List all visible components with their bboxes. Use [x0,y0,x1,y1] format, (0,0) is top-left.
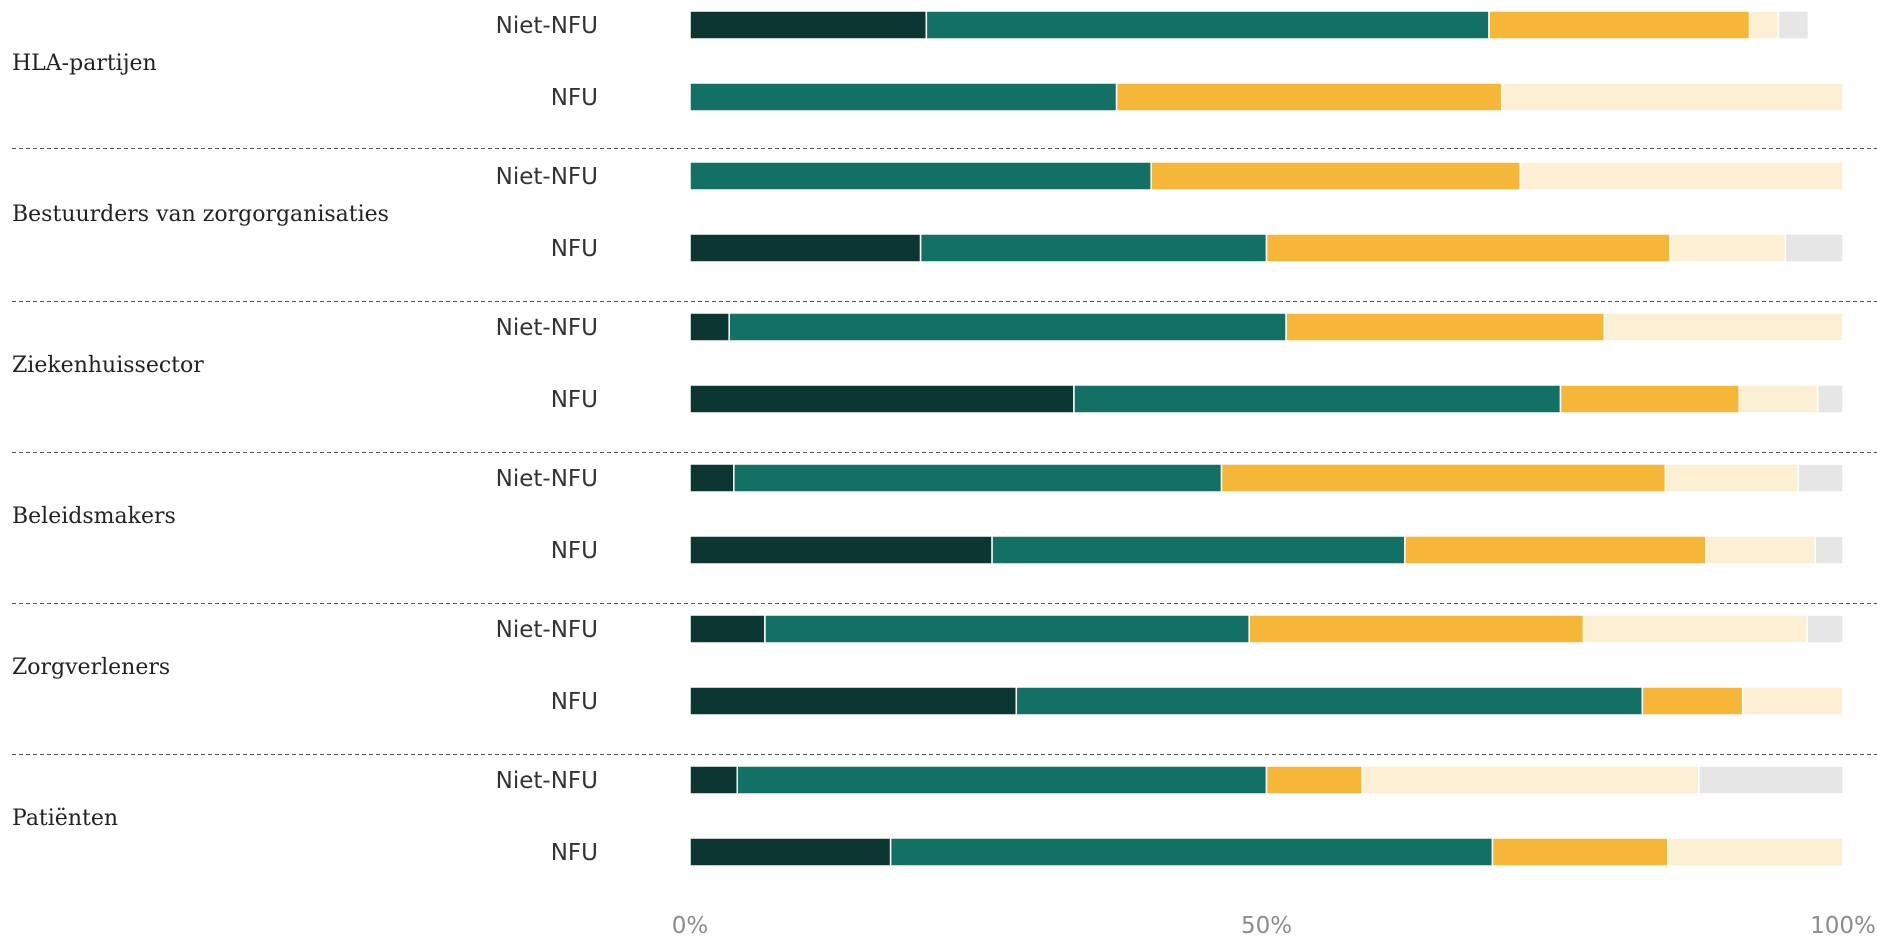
bar-segment [1777,10,1810,40]
bar-segment [1220,463,1667,493]
row-label: Niet-NFU [496,13,598,39]
bar-segment [925,10,1490,40]
row-label: Niet-NFU [496,466,598,492]
bar-segment [1669,233,1787,263]
bar-segment [689,384,1075,414]
bar-segment [1582,614,1809,644]
bar-segment [1491,837,1669,867]
bar-segment [1814,535,1844,565]
row-label: Niet-NFU [496,617,598,643]
bar-segment [1664,463,1799,493]
bar-segment [1738,384,1819,414]
bar-segment [1073,384,1562,414]
bar-segment [1500,82,1844,112]
bar-segment [689,312,730,342]
bar-segment [1806,614,1844,644]
bar-segment [889,837,1494,867]
bar-segment [919,233,1268,263]
bar-segment [1265,765,1363,795]
bar-segment [689,10,928,40]
bar-segment [1404,535,1707,565]
bar-segment [1285,312,1606,342]
bar-segment [689,614,766,644]
bar-segment [1748,10,1780,40]
x-tick-label: 50% [1241,913,1292,939]
group-label: HLA-partijen [12,51,157,76]
bar-segment [689,82,1118,112]
row-label: NFU [551,387,598,413]
bar-segment [1265,233,1671,263]
bar-segment [736,765,1268,795]
x-tick-label: 100% [1810,913,1876,939]
bar-segment [1741,686,1844,716]
bar-segment [1603,312,1844,342]
bar-segment [1698,765,1844,795]
bar-segment [1248,614,1585,644]
bar-segment [1150,161,1521,191]
bar-segment [689,535,993,565]
row-label: NFU [551,538,598,564]
bar-segment [991,535,1406,565]
group-label: Beleidsmakers [12,504,176,529]
group-label: Zorgverleners [12,655,170,680]
row-labels: HLA-partijen Niet-NFU NFU Bestuurders van z… [12,13,598,866]
row-label: NFU [551,236,598,262]
bar-segment [1666,837,1844,867]
row-label: NFU [551,840,598,866]
x-tick-label: 0% [672,913,709,939]
bar-segments [689,10,1844,867]
bar-segment [1816,384,1844,414]
bar-segment [1784,233,1844,263]
bar-segment [689,463,735,493]
group-label: Patiënten [12,806,118,831]
bar-segment [1797,463,1844,493]
bar-segment [1015,686,1644,716]
bar-segment [1641,686,1744,716]
row-label: Niet-NFU [496,315,598,341]
row-label: NFU [551,85,598,111]
bar-segment [689,233,922,263]
row-label: NFU [551,689,598,715]
bar-segment [1488,10,1751,40]
bar-segment [1519,161,1844,191]
bar-segment [1705,535,1817,565]
group-label: Ziekenhuissector [12,353,204,378]
x-axis-ticks: 0% 50% 100% [672,913,1876,939]
bar-segment [764,614,1250,644]
bar-segment [728,312,1287,342]
bar-segment [689,837,892,867]
bar-segment [733,463,1223,493]
row-label: Niet-NFU [496,164,598,190]
row-label: Niet-NFU [496,768,598,794]
bar-segment [1559,384,1740,414]
bar-segment [1115,82,1503,112]
bar-segment [689,686,1018,716]
group-label: Bestuurders van zorgorganisaties [12,202,389,227]
bar-segment [1361,765,1700,795]
bar-segment [689,161,1152,191]
bar-segment [689,765,739,795]
group-separators [12,148,1877,755]
